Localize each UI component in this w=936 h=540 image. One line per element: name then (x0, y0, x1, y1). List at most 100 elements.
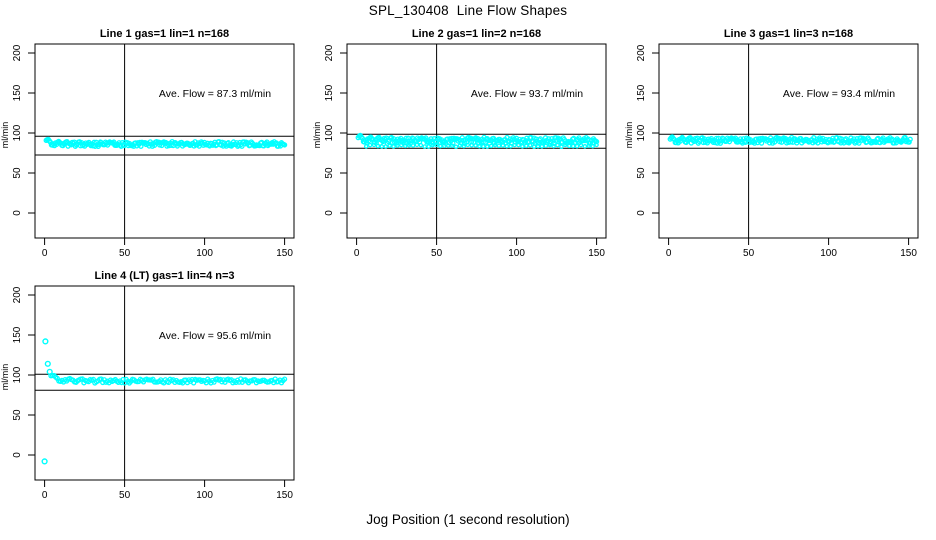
y-tick-label: 0 (636, 210, 647, 216)
y-tick-label: 50 (12, 167, 23, 179)
data-point (578, 142, 584, 148)
data-point (430, 142, 435, 148)
y-axis-label: ml/min (0, 364, 10, 391)
data-point (442, 143, 447, 149)
subplot-title: Line 3 gas=1 lin=3 n=168 (724, 28, 853, 40)
data-point (281, 142, 288, 148)
data-point (379, 144, 385, 149)
data-point (713, 135, 720, 142)
x-tick-label: 150 (900, 248, 917, 259)
y-tick-label: 200 (12, 44, 23, 61)
y-axis-label: ml/min (624, 122, 634, 149)
data-point (574, 143, 580, 149)
data-point (469, 143, 474, 148)
y-tick-label: 150 (12, 84, 23, 101)
y-tick-label: 50 (324, 167, 335, 179)
subplot-title: Line 2 gas=1 lin=2 n=168 (412, 28, 541, 40)
subplot-line-3: Line 3 gas=1 lin=3 n=168 0 50 100 150 0 50 100 1… (624, 28, 919, 259)
outlier-point (44, 360, 51, 367)
y-tick-label: 0 (324, 210, 335, 216)
y-tick-label: 150 (324, 84, 335, 101)
data-point (551, 140, 557, 146)
x-tick-label: 100 (196, 490, 213, 501)
data-point (500, 143, 506, 148)
y-axis-label: ml/min (0, 122, 10, 149)
y-tick-label: 100 (324, 124, 335, 141)
x-axis-label: Jog Position (1 second resolution) (366, 512, 570, 527)
outlier-point (46, 368, 53, 375)
data-point (422, 144, 428, 149)
data-point (891, 140, 897, 146)
x-tick-label: 50 (119, 248, 131, 259)
subplot-line-1: Line 1 gas=1 lin=1 n=168 0 50 100 150 0 50 100 1… (0, 28, 295, 259)
data-point (547, 142, 552, 148)
data-point (387, 143, 392, 148)
data-point (434, 142, 439, 148)
data-point (516, 142, 521, 148)
data-point (907, 136, 913, 142)
x-tick-label: 150 (276, 490, 293, 501)
data-point (567, 143, 572, 149)
x-tick-label: 50 (119, 490, 131, 501)
x-tick-label: 100 (196, 248, 213, 259)
x-tick-label: 100 (508, 248, 525, 259)
y-tick-label: 200 (324, 44, 335, 61)
y-axis-label: ml/min (312, 122, 322, 149)
data-point (539, 144, 545, 149)
y-tick-label: 50 (636, 167, 647, 179)
outlier-point (42, 338, 49, 345)
y-tick-label: 0 (12, 210, 23, 216)
y-tick-label: 200 (12, 286, 23, 303)
data-point (590, 143, 595, 149)
data-point (383, 144, 388, 149)
plot-frame (34, 285, 295, 481)
data-point (520, 144, 525, 149)
data-point (496, 143, 502, 148)
ave-flow-annotation: Ave. Flow = 95.6 ml/min (159, 330, 271, 342)
data-point (371, 142, 377, 148)
data-point (418, 142, 424, 148)
data-point (485, 144, 490, 149)
data-point (488, 143, 494, 149)
data-point (363, 144, 369, 149)
data-point (281, 376, 288, 382)
plot-frame (658, 43, 919, 239)
data-point (473, 143, 478, 148)
y-tick-label: 150 (12, 326, 23, 343)
page-title: SPL_130408 Line Flow Shapes (368, 3, 568, 18)
data-point (403, 143, 408, 149)
data-point (551, 143, 556, 149)
y-tick-label: 100 (636, 124, 647, 141)
x-tick-label: 50 (431, 248, 443, 259)
data-point (535, 143, 541, 149)
data-point (375, 143, 381, 149)
data-point (450, 140, 456, 146)
data-point (543, 143, 549, 149)
data-point (457, 143, 463, 148)
y-tick-label: 200 (636, 44, 647, 61)
y-tick-label: 150 (636, 84, 647, 101)
data-point (555, 142, 560, 148)
data-point (512, 142, 517, 148)
data-point (449, 143, 455, 148)
ave-flow-annotation: Ave. Flow = 93.4 ml/min (783, 88, 895, 100)
data-point (465, 142, 470, 148)
x-tick-label: 0 (354, 248, 360, 259)
data-point (480, 139, 486, 145)
data-point (414, 142, 420, 148)
x-tick-label: 0 (666, 248, 672, 259)
data-point (559, 144, 564, 149)
data-point (381, 135, 387, 142)
data-point (508, 143, 513, 149)
outlier-point (41, 458, 48, 465)
x-tick-label: 150 (588, 248, 605, 259)
data-point (906, 139, 912, 145)
x-tick-label: 150 (276, 248, 293, 259)
subplot-line-2: Line 2 gas=1 lin=2 n=168 0 50 100 150 0 50 100 1… (312, 28, 607, 259)
data-point (524, 143, 529, 149)
y-tick-label: 100 (12, 124, 23, 141)
data-point (406, 143, 412, 148)
ave-flow-annotation: Ave. Flow = 87.3 ml/min (159, 88, 271, 100)
ave-flow-annotation: Ave. Flow = 93.7 ml/min (471, 88, 583, 100)
data-point (391, 144, 396, 149)
